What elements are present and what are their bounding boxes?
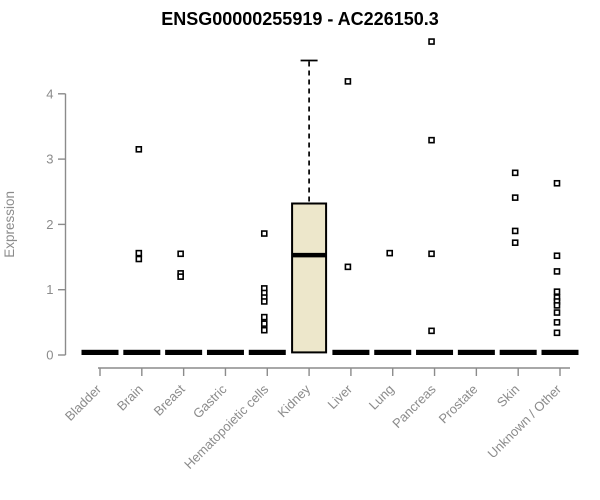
outlier-point [386, 249, 394, 257]
outlier-point [428, 250, 435, 258]
outlier-point [260, 326, 268, 334]
category-label-brain: Brain [114, 382, 146, 414]
outlier-point [260, 313, 268, 321]
y-tick-label: 1 [46, 282, 53, 297]
y-axis-title: Expression [2, 191, 17, 258]
outlier-point [553, 329, 561, 337]
outlier-point [553, 268, 561, 275]
y-tick-label: 0 [46, 348, 53, 363]
category-label-bladder: Bladder [62, 381, 105, 424]
outlier-point [553, 319, 561, 326]
outlier-point [135, 255, 143, 263]
outlier-point [553, 179, 561, 187]
outlier-point [511, 194, 519, 201]
outlier-point [135, 249, 143, 257]
zero-bar-bladder [81, 349, 119, 355]
zero-bar-liver [332, 349, 370, 355]
category-label-kidney: Kidney [274, 381, 313, 420]
category-label-liver: Liver [324, 381, 355, 412]
zero-bar-hematopoietic-cells [248, 349, 286, 355]
zero-bar-brain [123, 349, 161, 355]
outlier-point [511, 227, 519, 235]
y-tick-label: 3 [46, 152, 53, 167]
zero-bar-gastric [206, 349, 244, 355]
outlier-point [177, 273, 184, 280]
outlier-point [177, 250, 184, 258]
zero-bar-lung [374, 349, 412, 355]
outlier-point [135, 146, 143, 153]
outlier-point [553, 288, 561, 295]
outlier-point [260, 320, 268, 327]
category-label-breast: Breast [151, 381, 188, 418]
outlier-point [553, 252, 561, 260]
category-label-prostate: Prostate [436, 382, 481, 427]
zero-bar-breast [165, 349, 203, 355]
chart-title: ENSG00000255919 - AC226150.3 [161, 9, 439, 29]
outlier-point [260, 230, 268, 237]
zero-bar-unknown-other [541, 349, 579, 355]
category-label-unknown-other: Unknown / Other [485, 381, 565, 461]
category-label-lung: Lung [366, 382, 397, 413]
outlier-point [428, 38, 435, 45]
outlier-point [344, 78, 352, 85]
zero-bar-prostate [457, 349, 495, 355]
outlier-point [553, 302, 561, 309]
outlier-point [428, 327, 435, 335]
category-label-skin: Skin [494, 382, 522, 410]
outlier-point [511, 239, 519, 246]
outlier-point [260, 298, 268, 305]
zero-bar-skin [499, 349, 537, 355]
outlier-point [344, 263, 352, 271]
y-tick-label: 2 [46, 217, 53, 232]
outlier-point [511, 169, 519, 177]
category-label-gastric: Gastric [190, 381, 230, 421]
zero-bar-pancreas [416, 349, 454, 355]
outlier-point [553, 309, 561, 316]
box-kidney [291, 202, 328, 354]
y-tick-label: 4 [46, 86, 53, 101]
outlier-point [428, 136, 435, 144]
category-label-pancreas: Pancreas [389, 381, 439, 431]
